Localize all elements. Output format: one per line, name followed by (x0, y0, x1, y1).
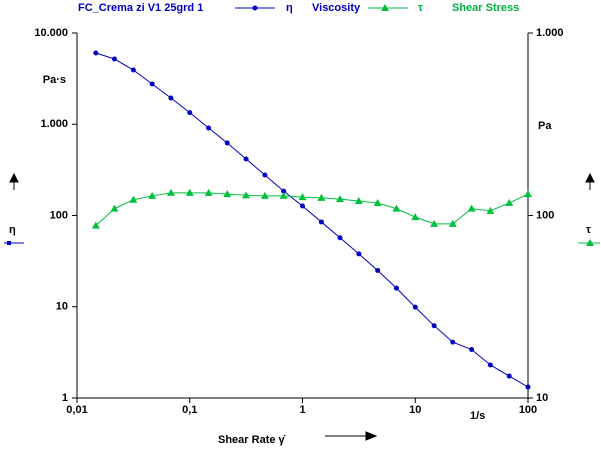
x-unit: 1/s (470, 410, 485, 422)
point (506, 373, 512, 379)
point (412, 304, 418, 310)
point (242, 191, 251, 199)
point (467, 204, 476, 212)
x-axis-title: Shear Rate γ̇ (218, 434, 286, 446)
point (168, 95, 174, 101)
point (525, 384, 531, 390)
point (206, 125, 212, 131)
point (262, 172, 268, 178)
y2-unit: Pa (538, 120, 552, 132)
point (486, 206, 495, 214)
point (260, 191, 269, 199)
legend-symbol: τ (418, 2, 423, 14)
point (166, 188, 175, 196)
point (354, 197, 363, 205)
point (375, 267, 381, 273)
y-unit: Pa·s (43, 74, 66, 86)
legend-label: Viscosity (312, 2, 361, 14)
point (411, 213, 420, 221)
point (281, 188, 287, 194)
x-tick-label: 0,01 (66, 404, 87, 416)
point (337, 235, 343, 241)
point (450, 339, 456, 345)
y-tick-label: 10 (56, 301, 68, 313)
decor-arrows (9, 172, 595, 441)
x-tick-label: 100 (519, 404, 537, 416)
x-tick-label: 10 (409, 404, 421, 416)
point (187, 110, 193, 116)
legend-marker (252, 5, 258, 11)
point (392, 204, 401, 212)
point (298, 193, 307, 201)
point (148, 191, 157, 199)
point (487, 362, 493, 368)
y2-axis-title: τ (586, 224, 591, 236)
point (393, 285, 399, 291)
point (279, 191, 288, 199)
point (317, 193, 326, 201)
legend-label: Shear Stress (452, 2, 519, 14)
point (91, 221, 100, 229)
y-tick-label: 1.000 (40, 118, 68, 130)
x-tick-label: 0,1 (182, 404, 197, 416)
x-tick-label: 1 (299, 404, 305, 416)
point (373, 199, 382, 207)
point (300, 203, 305, 209)
point (93, 50, 99, 56)
point (129, 195, 138, 203)
y-tick-label: 100 (50, 209, 68, 221)
point (185, 188, 194, 196)
point (110, 204, 119, 212)
legend-symbol: η (286, 2, 293, 14)
axes (76, 33, 529, 399)
y-tick-label: 10.000 (34, 27, 68, 39)
point (524, 190, 532, 198)
point (505, 199, 514, 207)
axis-key-marker (7, 241, 11, 245)
chart-title: FC_Crema zi V1 25grd 1 (78, 2, 203, 14)
point (111, 56, 117, 62)
point (204, 188, 213, 196)
axis-key-marker (586, 239, 594, 246)
y-tick-label: 1 (62, 392, 68, 404)
series-line (95, 192, 529, 227)
y2-tick-label: 10 (536, 392, 548, 404)
y2-tick-label: 100 (536, 209, 554, 221)
point (149, 81, 155, 87)
point (130, 67, 136, 73)
point (430, 219, 439, 227)
y-axis-title: η (9, 224, 16, 236)
point (224, 140, 230, 146)
point (469, 347, 475, 353)
point (356, 251, 362, 257)
y2-tick-label: 1.000 (536, 27, 564, 39)
point (335, 195, 344, 203)
point (223, 190, 232, 198)
legend-marker (381, 4, 389, 11)
point (448, 219, 457, 227)
point (243, 156, 249, 162)
point (431, 323, 437, 329)
point (318, 219, 324, 225)
series-line (95, 52, 529, 388)
